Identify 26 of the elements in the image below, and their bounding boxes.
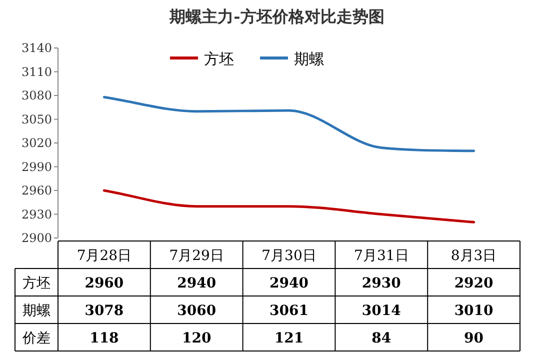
data-label: 2920	[454, 275, 494, 292]
y-tick-label: 2930	[21, 207, 52, 222]
data-label: 3060	[177, 302, 216, 319]
legend-label: 期螺	[294, 50, 324, 68]
y-tick-label: 3020	[21, 136, 52, 150]
data-label: 3078	[84, 302, 124, 319]
data-label: 3014	[362, 302, 402, 319]
data-label: 2930	[362, 275, 402, 292]
y-tick-label: 2960	[21, 184, 52, 198]
legend-label: 方坯	[204, 50, 234, 68]
chart-title: 期螺主力-方坯价格对比走势图	[168, 7, 384, 26]
x-tick-label: 8月3日	[450, 248, 497, 264]
y-tick-label: 2990	[21, 160, 52, 174]
x-tick-label: 7月31日	[354, 248, 409, 264]
x-tick-label: 7月30日	[262, 248, 316, 264]
data-label: 2960	[84, 275, 124, 292]
data-label: 2940	[177, 275, 216, 292]
data-label: 3010	[454, 302, 494, 319]
y-tick-label: 3110	[21, 64, 52, 79]
y-tick-label: 3080	[21, 88, 52, 102]
data-label: 2940	[270, 275, 309, 292]
x-tick-label: 7月29日	[169, 248, 224, 264]
y-tick-label: 3050	[21, 112, 52, 126]
x-tick-label: 7月28日	[76, 248, 132, 264]
y-tick-label: 3140	[21, 41, 52, 55]
data-label: 3061	[270, 302, 308, 319]
